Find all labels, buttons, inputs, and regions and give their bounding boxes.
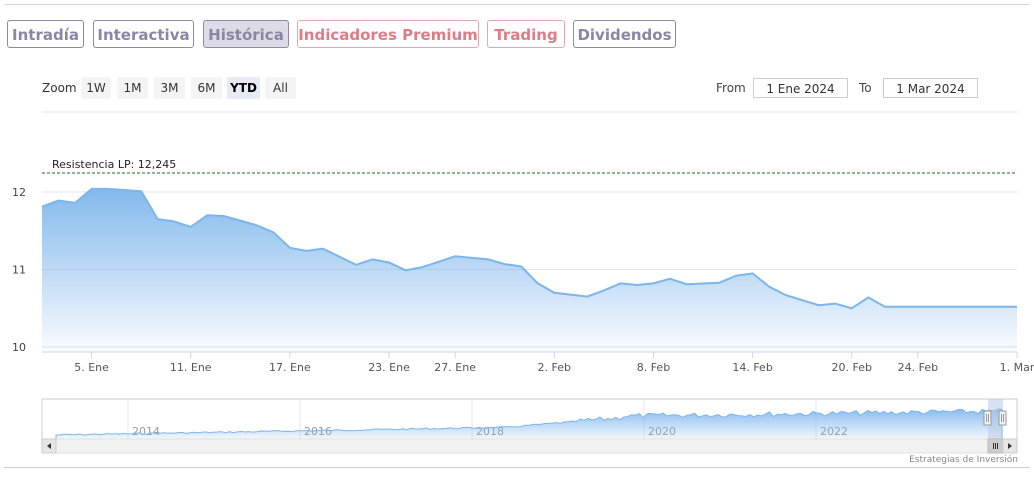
x-tick-label: 20. Feb xyxy=(832,361,872,374)
zoom-1w-button[interactable]: 1W xyxy=(81,77,111,99)
scrollbar-track[interactable] xyxy=(41,438,1018,454)
tab-interactiva[interactable]: Interactiva xyxy=(93,20,194,48)
zoom-3m-button[interactable]: 3M xyxy=(154,77,185,99)
navigator-handle-left[interactable] xyxy=(983,410,992,426)
top-divider xyxy=(4,4,1030,5)
resistance-label: Resistencia LP: 12,245 xyxy=(52,158,176,171)
credits[interactable]: Estrategias de Inversión xyxy=(909,455,1018,465)
from-label: From xyxy=(716,81,746,95)
chevron-left-icon xyxy=(47,443,51,449)
navigator-area xyxy=(55,408,1003,440)
x-tick-label: 23. Ene xyxy=(368,361,410,374)
y-tick-label: 12 xyxy=(12,186,26,199)
x-tick-label: 11. Ene xyxy=(170,361,212,374)
tab-dividendos[interactable]: Dividendos xyxy=(573,20,676,48)
x-tick-label: 14. Feb xyxy=(732,361,772,374)
from-date-input[interactable]: 1 Ene 2024 xyxy=(753,78,848,98)
tab-trading[interactable]: Trading xyxy=(487,20,565,48)
price-area xyxy=(42,188,1017,352)
to-label: To xyxy=(859,81,872,95)
zoom-1m-button[interactable]: 1M xyxy=(117,77,148,99)
scrollbar[interactable] xyxy=(41,438,1018,454)
x-tick-label: 17. Ene xyxy=(269,361,311,374)
bottom-divider xyxy=(4,467,1030,468)
x-tick-label: 8. Feb xyxy=(637,361,670,374)
zoom-6m-button[interactable]: 6M xyxy=(191,77,222,99)
resistance-plot-line: Resistencia LP: 12,245 xyxy=(42,158,1017,174)
tab-intradia[interactable]: Intradía xyxy=(7,20,84,48)
x-tick-label: 24. Feb xyxy=(898,361,938,374)
x-tick-label: 5. Ene xyxy=(74,361,109,374)
navigator-handle-right[interactable] xyxy=(998,410,1007,426)
x-tick-label: 1. Mar xyxy=(1000,361,1034,374)
price-line xyxy=(41,187,1017,310)
x-tick-label: 27. Ene xyxy=(434,361,476,374)
y-axis: 10 11 12 xyxy=(12,186,26,354)
to-date-input[interactable]: 1 Mar 2024 xyxy=(883,78,978,98)
zoom-all-button[interactable]: All xyxy=(265,77,296,99)
chevron-right-icon xyxy=(1008,443,1012,449)
x-axis: 5. Ene 11. Ene 17. Ene 23. Ene 27. Ene 2. Feb… xyxy=(74,352,1034,374)
x-tick-label: 2. Feb xyxy=(538,361,571,374)
navigator[interactable]: 20142016201820202022 xyxy=(41,398,1018,440)
y-tick-label: 11 xyxy=(12,264,26,277)
zoom-ytd-button[interactable]: YTD xyxy=(227,77,260,99)
tab-historica[interactable]: Histórica xyxy=(203,20,289,48)
y-tick-label: 10 xyxy=(12,341,26,354)
zoom-label: Zoom xyxy=(42,81,77,95)
navigator-selection[interactable] xyxy=(988,399,1003,439)
tab-indicadores-premium[interactable]: Indicadores Premium xyxy=(297,20,479,48)
